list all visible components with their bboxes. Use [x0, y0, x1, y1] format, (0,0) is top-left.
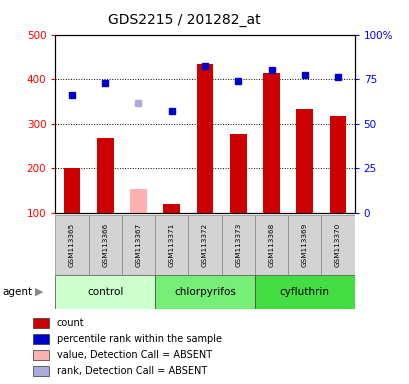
Bar: [263, 73, 279, 213]
Text: GSM113365: GSM113365: [69, 223, 75, 267]
Bar: [33, 350, 49, 360]
FancyBboxPatch shape: [188, 215, 221, 275]
Text: rank, Detection Call = ABSENT: rank, Detection Call = ABSENT: [56, 366, 207, 376]
Text: GDS2215 / 201282_at: GDS2215 / 201282_at: [108, 13, 260, 27]
Bar: [329, 116, 346, 213]
Text: GSM113366: GSM113366: [102, 223, 108, 267]
Bar: [33, 318, 49, 328]
Bar: [97, 138, 113, 213]
FancyBboxPatch shape: [155, 275, 254, 309]
Text: GSM113371: GSM113371: [169, 223, 174, 267]
Bar: [229, 134, 246, 213]
FancyBboxPatch shape: [55, 275, 155, 309]
Text: cyfluthrin: cyfluthrin: [279, 287, 329, 297]
Text: control: control: [87, 287, 123, 297]
Text: GSM113369: GSM113369: [301, 223, 307, 267]
Text: GSM113373: GSM113373: [235, 223, 240, 267]
Text: value, Detection Call = ABSENT: value, Detection Call = ABSENT: [56, 350, 211, 360]
Bar: [130, 189, 146, 213]
Bar: [33, 334, 49, 344]
Text: GSM113368: GSM113368: [268, 223, 274, 267]
Text: GSM113367: GSM113367: [135, 223, 141, 267]
Text: percentile rank within the sample: percentile rank within the sample: [56, 334, 221, 344]
FancyBboxPatch shape: [321, 215, 354, 275]
Bar: [63, 168, 80, 213]
FancyBboxPatch shape: [55, 215, 88, 275]
FancyBboxPatch shape: [288, 215, 321, 275]
Text: agent: agent: [2, 287, 32, 297]
Text: chlorpyrifos: chlorpyrifos: [174, 287, 235, 297]
Text: ▶: ▶: [35, 287, 43, 297]
FancyBboxPatch shape: [88, 215, 121, 275]
Bar: [296, 109, 312, 213]
Bar: [196, 64, 213, 213]
Text: count: count: [56, 318, 84, 328]
Bar: [163, 204, 180, 213]
FancyBboxPatch shape: [254, 215, 288, 275]
Text: GSM113372: GSM113372: [202, 223, 207, 267]
Bar: [33, 366, 49, 376]
FancyBboxPatch shape: [254, 275, 354, 309]
FancyBboxPatch shape: [121, 215, 155, 275]
Text: GSM113370: GSM113370: [334, 223, 340, 267]
FancyBboxPatch shape: [155, 215, 188, 275]
FancyBboxPatch shape: [221, 215, 254, 275]
